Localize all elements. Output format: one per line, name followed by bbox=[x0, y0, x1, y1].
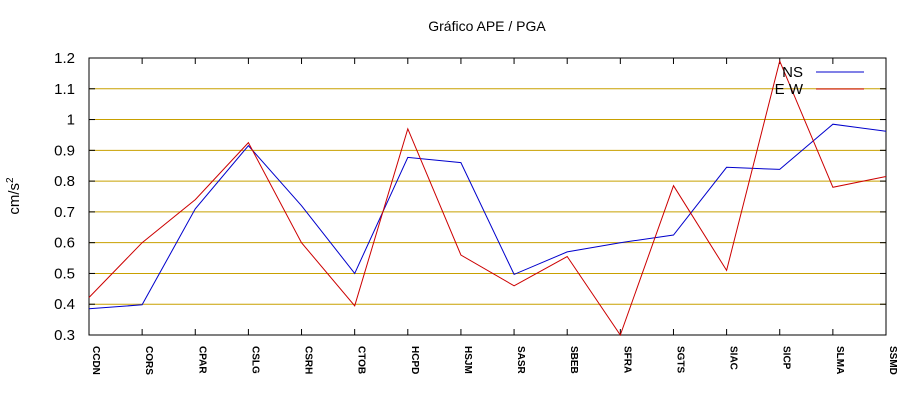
y-tick-label: 0.4 bbox=[54, 296, 75, 313]
x-tick-label: SICP bbox=[781, 346, 792, 370]
x-tick-label: HSJM bbox=[462, 346, 473, 374]
y-axis-ticks: 0.3 0.4 0.5 0.6 0.7 0.8 0.9 1 1.1 1.2 bbox=[54, 50, 886, 344]
x-tick-label: HCPD bbox=[409, 346, 420, 374]
y-tick-label: 1 bbox=[67, 112, 75, 129]
y-axis-label-exponent: 2 bbox=[5, 177, 16, 183]
y-axis-label-text: cm/s bbox=[6, 183, 23, 215]
x-tick-label: SIAC bbox=[728, 346, 739, 370]
x-tick-label: SASR bbox=[515, 346, 526, 375]
legend-label: NS bbox=[782, 64, 803, 81]
x-tick-label: CCDN bbox=[90, 346, 101, 375]
y-axis-label: cm/s2 bbox=[5, 177, 23, 215]
y-tick-label: 0.8 bbox=[54, 173, 75, 190]
series-line-ns bbox=[88, 123, 887, 310]
series-lines bbox=[88, 59, 887, 337]
y-tick-label: 1.2 bbox=[54, 50, 75, 67]
x-tick-label: CSLG bbox=[249, 346, 260, 374]
x-tick-label: CTOB bbox=[356, 346, 367, 374]
y-tick-label: 0.6 bbox=[54, 235, 75, 252]
x-tick-label: SLMA bbox=[834, 346, 845, 374]
y-tick-label: 0.9 bbox=[54, 142, 75, 159]
legend: NSE W bbox=[775, 64, 864, 98]
y-tick-label: 0.3 bbox=[54, 327, 75, 344]
y-tick-label: 0.5 bbox=[54, 265, 75, 282]
legend-label: E W bbox=[775, 81, 804, 98]
x-tick-label: SSMD bbox=[887, 346, 898, 375]
x-axis-ticks: CCDN CORS CPAR CSLG CSRH CTOB HCPD HSJM SASR SBEB… bbox=[88, 58, 898, 375]
x-tick-label: CSRH bbox=[303, 346, 314, 374]
y-tick-label: 0.7 bbox=[54, 204, 75, 221]
x-tick-label: CPAR bbox=[196, 346, 207, 374]
grid bbox=[89, 88, 886, 305]
chart-title: Gráfico APE / PGA bbox=[428, 18, 546, 34]
y-tick-label: 1.1 bbox=[54, 81, 75, 98]
series-line-ew bbox=[88, 59, 887, 337]
x-tick-label: SGTS bbox=[674, 346, 685, 374]
x-tick-label: SBEB bbox=[568, 346, 579, 374]
x-tick-label: SFRA bbox=[621, 346, 632, 373]
x-tick-label: CORS bbox=[143, 346, 154, 375]
plot-frame bbox=[88, 57, 887, 336]
